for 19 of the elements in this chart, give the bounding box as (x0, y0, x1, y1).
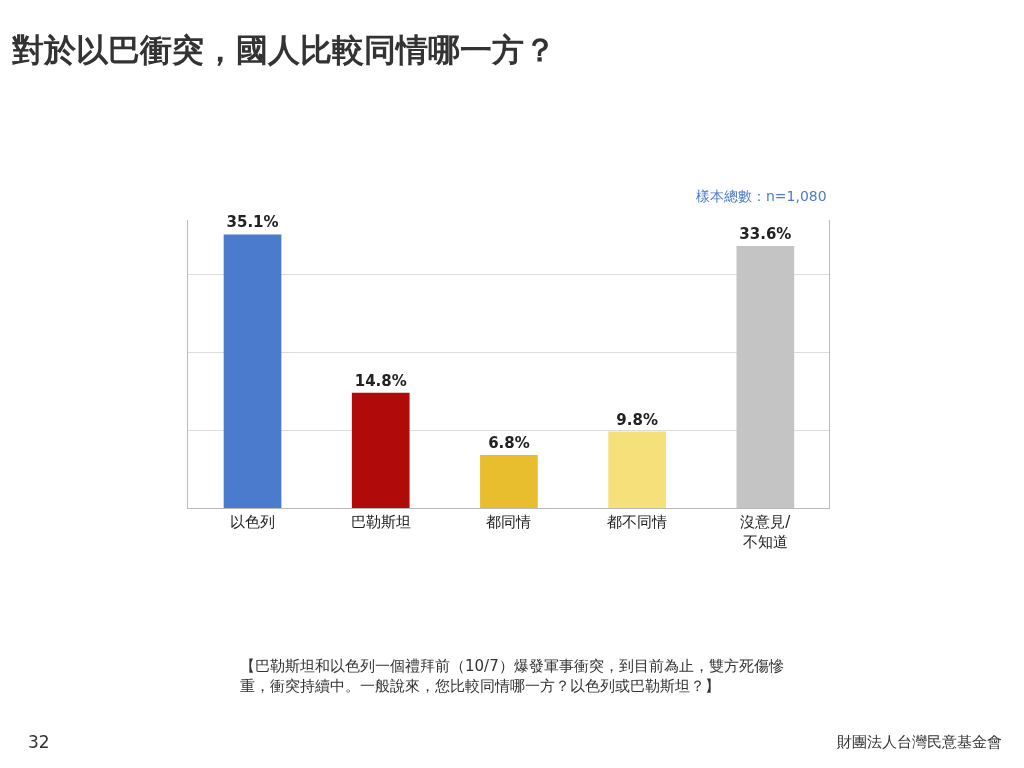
text: 財團法人台灣民意基金會 (837, 733, 1002, 751)
data-label: 33.6% (739, 225, 792, 244)
bar (351, 392, 410, 508)
bar (608, 431, 666, 508)
data-label: 9.8% (616, 410, 658, 429)
text: 樣本總數：n=1,080 (696, 188, 827, 204)
text: 【巴勒斯坦和以色列一個禮拜前（10/7）爆發軍事衝突，到目前為止，雙方死傷慘重，衝突持續中。一般說來，您比較同情哪一方？以色列或巴勒斯坦？】 (240, 657, 784, 695)
bar (480, 454, 538, 508)
chart-title: 對於以巴衝突，國人比較同情哪一方？ (11, 30, 557, 69)
x-tick-label: 都同情 (486, 513, 532, 531)
x-tick-label: 巴勒斯坦 (350, 513, 411, 531)
bar (223, 234, 282, 508)
data-label: 35.1% (226, 213, 279, 232)
x-tick-label: 沒意見/不知道 (740, 513, 792, 551)
text: 32 (28, 732, 50, 752)
data-label: 14.8% (354, 371, 407, 390)
data-label: 6.8% (488, 433, 530, 452)
x-tick-label: 以色列 (230, 513, 276, 531)
x-tick-label: 都不同情 (607, 513, 668, 531)
